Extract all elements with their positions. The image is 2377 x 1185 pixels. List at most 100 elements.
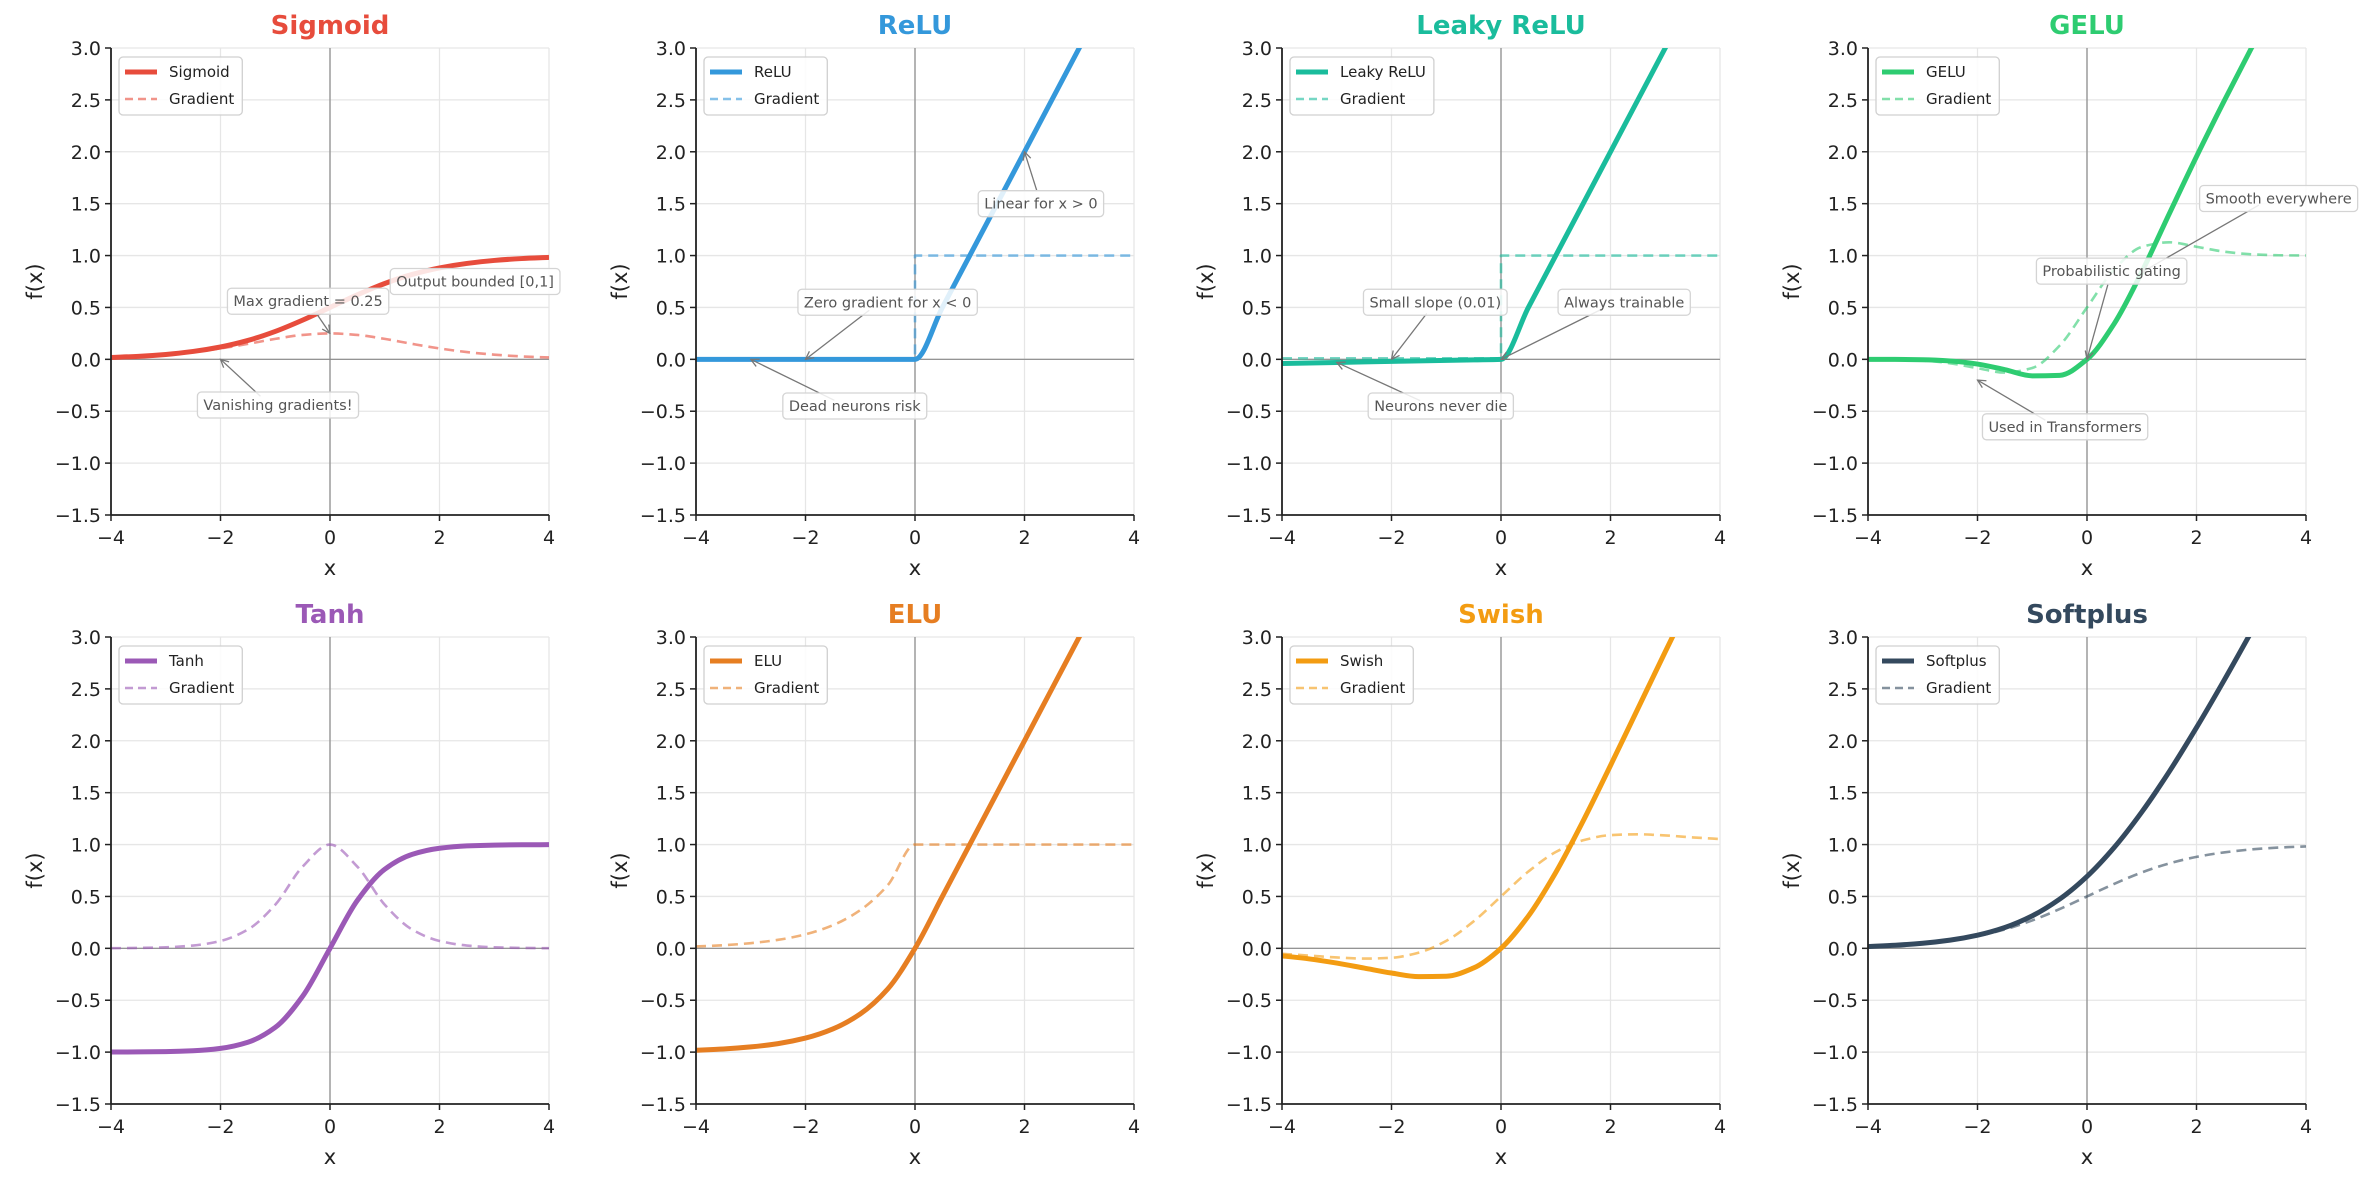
x-tick-label: 2 xyxy=(1604,527,1616,549)
y-tick-label: −1.0 xyxy=(1226,453,1272,475)
x-tick-label: −4 xyxy=(1268,527,1296,549)
x-tick-label: −2 xyxy=(791,527,819,549)
subplot-swish: −4 −2 0 2 4 −1.5 −1.0 −0.5 0.0 0.5 1.0 1.5 2.0 2.5 3.0… xyxy=(1194,600,1726,1169)
y-tick-label: −1.5 xyxy=(640,1094,686,1116)
legend: GELU Gradient xyxy=(1875,56,2000,116)
y-tick-label: 1.5 xyxy=(71,194,101,216)
y-axis-label: f(x) xyxy=(1194,263,1218,299)
subplot-softplus: −4 −2 0 2 4 −1.5 −1.0 −0.5 0.0 0.5 1.0 1.5 2.0 2.5 3.0… xyxy=(1780,600,2312,1169)
gradient-line xyxy=(696,843,1134,948)
legend-label: Gradient xyxy=(169,679,234,697)
annotation-box xyxy=(196,391,360,419)
y-tick-label: 0.5 xyxy=(1828,886,1858,908)
legend-label: Gradient xyxy=(169,90,234,108)
y-tick-label: −0.5 xyxy=(1226,401,1272,423)
y-tick-label: 0.0 xyxy=(71,938,101,960)
subplot-elu: −4 −2 0 2 4 −1.5 −1.0 −0.5 0.0 0.5 1.0 1.5 2.0 2.5 3.0… xyxy=(608,600,1140,1169)
x-tick-label: 0 xyxy=(2081,1116,2093,1138)
annotation-box xyxy=(389,267,561,296)
subplot-title: Leaky ReLU xyxy=(1416,11,1585,41)
x-tick-label: −2 xyxy=(791,1116,819,1138)
annotation: Small slope (0.01) xyxy=(1362,288,1508,359)
y-tick-label: −1.0 xyxy=(640,1042,686,1064)
x-tick-label: 4 xyxy=(1128,1116,1140,1138)
y-tick-label: −0.5 xyxy=(1226,990,1272,1012)
subplot-title: Tanh xyxy=(296,600,365,630)
annotation-text: Max gradient = 0.25 xyxy=(233,294,382,310)
gradient-line xyxy=(1868,845,2306,948)
y-tick-label: −1.0 xyxy=(1226,1042,1272,1064)
annotation-text: Linear for x > 0 xyxy=(984,197,1097,213)
annotation-box xyxy=(1557,288,1691,316)
y-tick-label: 2.5 xyxy=(656,679,686,701)
subplot-leaky-relu: −4 −2 0 2 4 −1.5 −1.0 −0.5 0.0 0.5 1.0 1.5 2.0 2.5 3.0… xyxy=(1194,11,1726,580)
x-axis-label: x xyxy=(909,1145,921,1169)
annotation: Always trainable xyxy=(1501,288,1691,359)
y-axis-label: f(x) xyxy=(1780,263,1804,299)
y-tick-label: 0.5 xyxy=(1828,297,1858,319)
legend-label: ReLU xyxy=(754,63,792,81)
y-tick-label: −1.5 xyxy=(640,505,686,527)
y-tick-label: 1.0 xyxy=(656,246,686,268)
legend: Leaky ReLU Gradient xyxy=(1289,56,1435,116)
x-tick-label: −2 xyxy=(1377,527,1405,549)
y-tick-label: −0.5 xyxy=(640,990,686,1012)
y-tick-label: 2.5 xyxy=(1828,679,1858,701)
function-line xyxy=(111,842,549,1055)
y-tick-label: 2.0 xyxy=(656,142,686,164)
legend: ReLU Gradient xyxy=(703,56,828,116)
legend-label: Swish xyxy=(1340,652,1383,670)
function-line xyxy=(1868,637,2252,949)
x-tick-label: 4 xyxy=(543,527,555,549)
y-tick-label: −1.5 xyxy=(1812,1094,1858,1116)
x-tick-label: 2 xyxy=(433,1116,445,1138)
annotation-arrow xyxy=(315,312,330,334)
function-line xyxy=(696,48,1083,362)
x-axis-label: x xyxy=(324,556,336,580)
legend: Softplus Gradient xyxy=(1875,645,2000,705)
y-axis-label: f(x) xyxy=(608,263,632,299)
y-tick-label: −1.5 xyxy=(1226,505,1272,527)
y-axis-label: f(x) xyxy=(23,263,47,299)
annotation: Linear for x > 0 xyxy=(977,152,1105,218)
annotation-box xyxy=(2198,184,2359,213)
annotation-box xyxy=(782,392,928,420)
x-tick-label: 0 xyxy=(2081,527,2093,549)
annotation-arrow xyxy=(1025,152,1038,191)
annotation-text: Dead neurons risk xyxy=(789,399,921,415)
x-tick-label: 2 xyxy=(2190,1116,2202,1138)
x-tick-label: −4 xyxy=(1854,527,1882,549)
y-tick-label: 2.0 xyxy=(1242,731,1272,753)
x-tick-label: 4 xyxy=(1714,527,1726,549)
x-tick-label: 2 xyxy=(2190,527,2202,549)
y-tick-label: 3.0 xyxy=(71,627,101,649)
legend: Swish Gradient xyxy=(1289,645,1414,705)
legend-label: Gradient xyxy=(1926,90,1991,108)
y-tick-label: −1.5 xyxy=(1226,1094,1272,1116)
y-tick-label: 2.5 xyxy=(1828,90,1858,112)
x-tick-label: 0 xyxy=(324,1116,336,1138)
x-tick-label: 4 xyxy=(2300,527,2312,549)
y-tick-label: 0.0 xyxy=(1828,938,1858,960)
legend: Tanh Gradient xyxy=(118,645,243,705)
annotation-box xyxy=(1367,392,1515,420)
annotation: Used in Transformers xyxy=(1978,380,2149,441)
x-axis-label: x xyxy=(1495,1145,1507,1169)
annotation-arrow xyxy=(1392,312,1428,359)
x-axis-label: x xyxy=(2081,1145,2093,1169)
y-tick-label: 3.0 xyxy=(1828,627,1858,649)
x-tick-label: −4 xyxy=(97,1116,125,1138)
x-tick-label: −2 xyxy=(206,1116,234,1138)
y-tick-label: 2.0 xyxy=(1828,142,1858,164)
x-tick-label: 2 xyxy=(1018,527,1030,549)
y-tick-label: 3.0 xyxy=(656,627,686,649)
y-tick-label: 1.0 xyxy=(1242,246,1272,268)
legend: Sigmoid Gradient xyxy=(118,56,243,116)
x-tick-label: −2 xyxy=(206,527,234,549)
annotation: Max gradient = 0.25 xyxy=(226,287,390,334)
x-tick-label: −4 xyxy=(1854,1116,1882,1138)
legend-label: Leaky ReLU xyxy=(1340,63,1426,81)
legend-label: Gradient xyxy=(754,90,819,108)
y-tick-label: −0.5 xyxy=(1812,990,1858,1012)
y-tick-label: 3.0 xyxy=(1242,627,1272,649)
